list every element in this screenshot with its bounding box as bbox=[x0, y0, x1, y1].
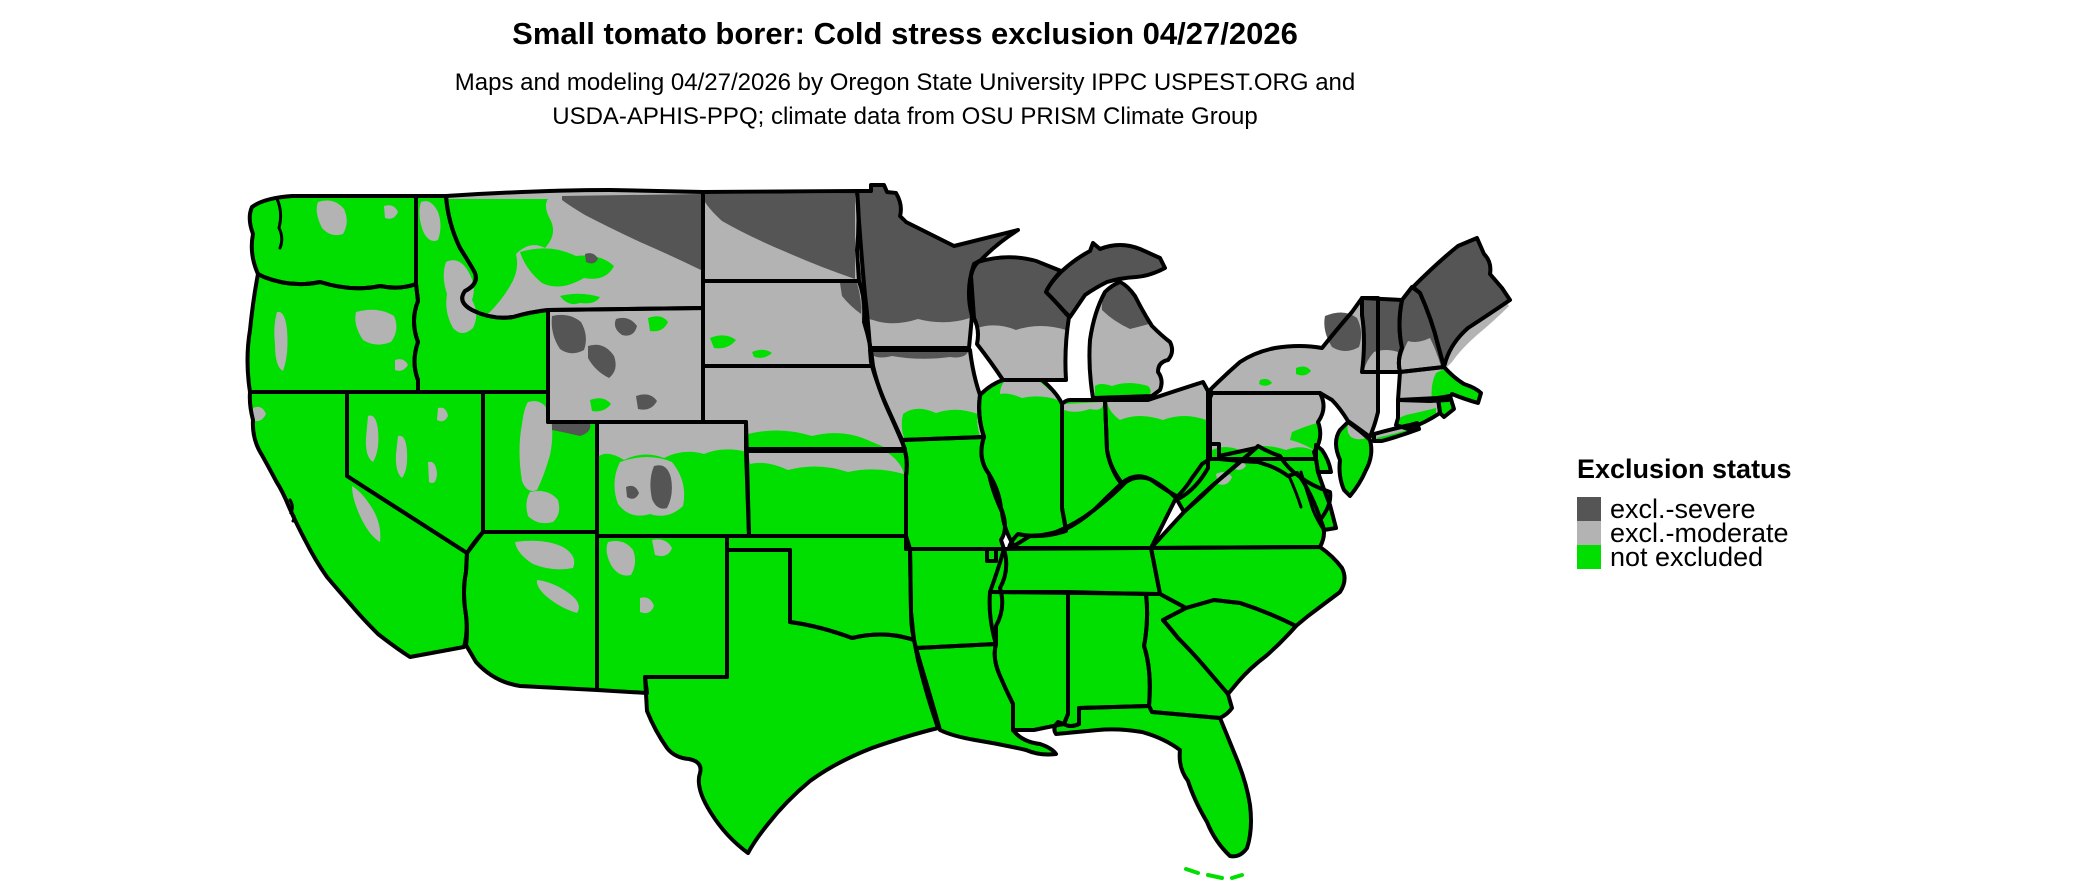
legend: Exclusion status excl.-severe excl.-mode… bbox=[1577, 454, 1792, 572]
chesapeake-bay bbox=[1299, 470, 1325, 531]
severe-patches bbox=[551, 187, 1362, 509]
moderate-patches bbox=[252, 200, 1509, 614]
legend-row-not-excluded: not excluded bbox=[1577, 542, 1792, 572]
legend-label-moderate: excl.-moderate bbox=[1610, 518, 1789, 548]
moderate-swatch bbox=[1577, 521, 1601, 545]
legend-label-not-excluded: not excluded bbox=[1610, 542, 1764, 572]
san-francisco-bay bbox=[288, 498, 296, 523]
legend-row-moderate: excl.-moderate bbox=[1577, 518, 1792, 548]
florida-keys bbox=[1184, 867, 1244, 880]
chesapeake-bay-west bbox=[1287, 474, 1303, 509]
map-title: Small tomato borer: Cold stress exclusio… bbox=[512, 16, 1298, 51]
legend-title: Exclusion status bbox=[1577, 454, 1792, 484]
header: Small tomato borer: Cold stress exclusio… bbox=[300, 16, 1510, 134]
legend-label-severe: excl.-severe bbox=[1610, 494, 1756, 524]
map-subtitle: Maps and modeling 04/27/2026 by Oregon S… bbox=[300, 66, 1510, 134]
legend-row-severe: excl.-severe bbox=[1577, 494, 1792, 524]
subtitle-line-1: Maps and modeling 04/27/2026 by Oregon S… bbox=[454, 69, 1356, 96]
subtitle-line-2: USDA-APHIS-PPQ; climate data from OSU PR… bbox=[552, 103, 1258, 130]
not-excluded-swatch bbox=[1577, 545, 1601, 569]
puget-sound-inlet bbox=[275, 197, 284, 250]
severe-swatch bbox=[1577, 497, 1601, 521]
